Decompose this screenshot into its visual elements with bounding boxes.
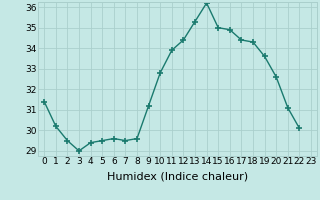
X-axis label: Humidex (Indice chaleur): Humidex (Indice chaleur) <box>107 172 248 182</box>
